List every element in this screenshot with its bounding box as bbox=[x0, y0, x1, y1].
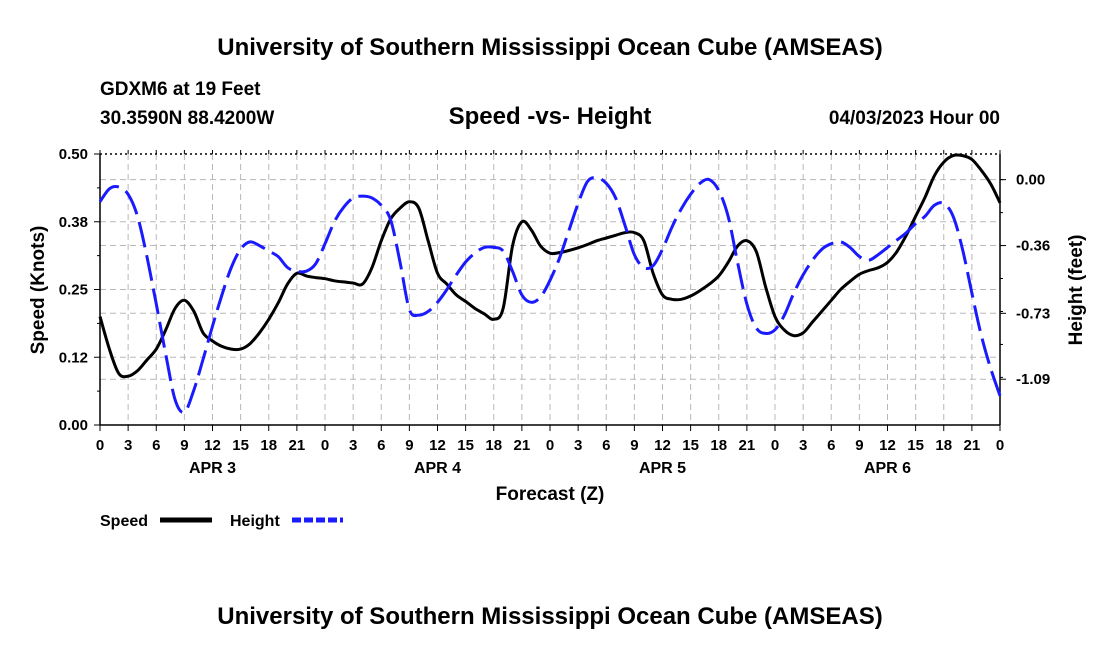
y-tick-label-left: 0.38 bbox=[59, 214, 88, 231]
x-tick-label: 0 bbox=[996, 437, 1004, 454]
y-axis-right-label: Height (feet) bbox=[1066, 235, 1087, 346]
x-tick-label: 3 bbox=[124, 437, 132, 454]
x-tick-label: 0 bbox=[96, 437, 104, 454]
y-axis-left-label: Speed (Knots) bbox=[28, 226, 49, 355]
x-tick-label: 21 bbox=[514, 437, 531, 454]
x-tick-label: 15 bbox=[232, 437, 249, 454]
y-tick-label-left: 0.12 bbox=[59, 349, 88, 366]
x-tick-label: 12 bbox=[654, 437, 671, 454]
y-tick-label-right: 0.00 bbox=[1016, 172, 1045, 189]
y-tick-label-right: -1.09 bbox=[1016, 371, 1050, 388]
x-tick-label: 18 bbox=[485, 437, 502, 454]
x-tick-label: 12 bbox=[204, 437, 221, 454]
datetime-label: 04/03/2023 Hour 00 bbox=[829, 108, 1000, 129]
coords-label: 30.3590N 88.4200W bbox=[100, 108, 274, 129]
series-line-height bbox=[98, 176, 1002, 414]
x-tick-label: 9 bbox=[405, 437, 413, 454]
x-tick-label: 9 bbox=[630, 437, 638, 454]
day-label: APR 3 bbox=[189, 460, 236, 477]
legend-speed-label: Speed bbox=[100, 513, 148, 530]
legend-height-label: Height bbox=[230, 513, 280, 530]
x-tick-label: 15 bbox=[682, 437, 699, 454]
x-tick-label: 0 bbox=[546, 437, 554, 454]
y-tick-label-left: 0.25 bbox=[59, 282, 88, 299]
y-tick-label-left: 0.00 bbox=[59, 417, 88, 434]
x-tick-label: 3 bbox=[574, 437, 582, 454]
x-tick-label: 3 bbox=[799, 437, 807, 454]
y-tick-label-right: -0.73 bbox=[1016, 305, 1050, 322]
day-label: APR 6 bbox=[864, 460, 911, 477]
y-tick-label-right: -0.36 bbox=[1016, 238, 1050, 255]
x-tick-label: 6 bbox=[827, 437, 835, 454]
x-tick-label: 6 bbox=[152, 437, 160, 454]
axes: 0 3 6 9 12 15 18 21 0 3 6 9 12 15 18 21 0 3 6 9 12 15 18 21 0 3 6 9… bbox=[59, 146, 1050, 477]
x-tick-label: 9 bbox=[180, 437, 188, 454]
legend: Speed Height bbox=[100, 513, 343, 530]
grid bbox=[100, 154, 1000, 425]
x-tick-label: 12 bbox=[429, 437, 446, 454]
series-line-speed bbox=[98, 153, 1002, 379]
y-tick-label-left: 0.50 bbox=[59, 146, 88, 163]
x-tick-label: 15 bbox=[907, 437, 924, 454]
series-group bbox=[98, 153, 1002, 414]
x-axis-label: Forecast (Z) bbox=[496, 484, 605, 505]
chart-subtitle: Speed -vs- Height bbox=[449, 103, 652, 130]
day-label: APR 5 bbox=[639, 460, 686, 477]
footer-title: University of Southern Mississippi Ocean… bbox=[217, 603, 882, 630]
x-tick-label: 18 bbox=[260, 437, 277, 454]
chart-title: University of Southern Mississippi Ocean… bbox=[217, 34, 882, 61]
x-tick-label: 21 bbox=[739, 437, 756, 454]
station-label: GDXM6 at 19 Feet bbox=[100, 79, 261, 100]
x-tick-label: 0 bbox=[771, 437, 779, 454]
x-tick-label: 18 bbox=[935, 437, 952, 454]
x-tick-label: 6 bbox=[377, 437, 385, 454]
x-tick-label: 15 bbox=[457, 437, 474, 454]
x-tick-label: 9 bbox=[855, 437, 863, 454]
x-tick-label: 21 bbox=[964, 437, 981, 454]
x-tick-label: 3 bbox=[349, 437, 357, 454]
x-tick-label: 21 bbox=[289, 437, 306, 454]
x-tick-label: 18 bbox=[710, 437, 727, 454]
day-label: APR 4 bbox=[414, 460, 461, 477]
x-tick-label: 12 bbox=[879, 437, 896, 454]
x-tick-label: 0 bbox=[321, 437, 329, 454]
x-tick-label: 6 bbox=[602, 437, 610, 454]
